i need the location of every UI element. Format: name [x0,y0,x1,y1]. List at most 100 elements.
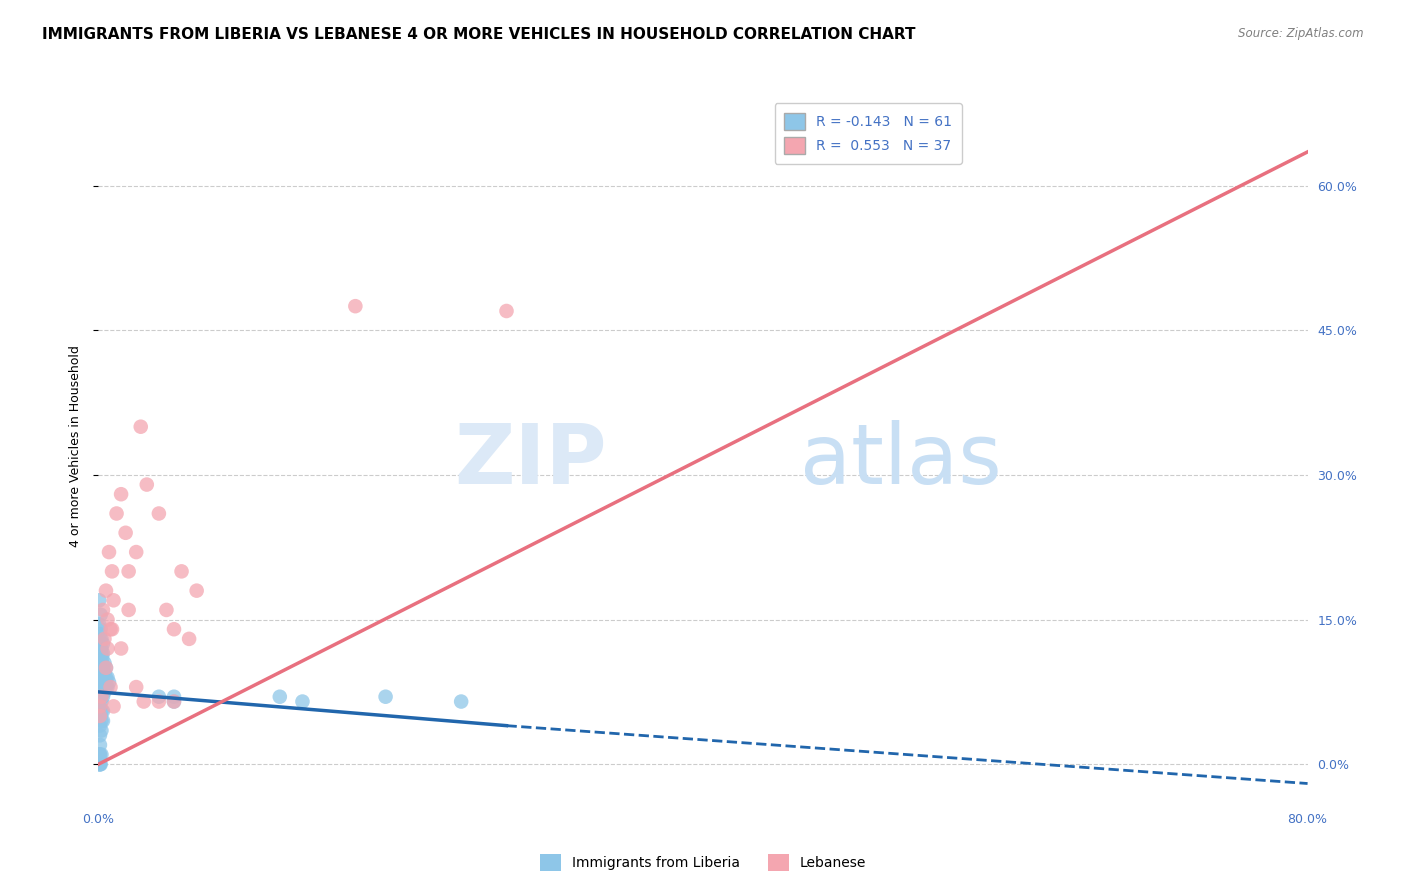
Point [89,757,111,772]
Point [110,487,132,501]
Point [91,670,114,684]
Point [98,545,121,559]
Point [90,757,112,772]
Point [96,680,118,694]
Point [89,728,111,742]
Point [155,603,177,617]
Point [163,622,186,636]
Point [148,694,170,708]
Point [91,704,114,718]
Legend: R = -0.143   N = 61, R =  0.553   N = 37: R = -0.143 N = 61, R = 0.553 N = 37 [775,103,962,163]
Point [96,641,118,656]
Point [163,694,186,708]
Point [90,656,112,670]
Point [148,507,170,521]
Point [89,665,111,680]
Point [89,637,111,651]
Point [101,565,124,579]
Point [344,299,367,313]
Point [110,641,132,656]
Point [170,565,193,579]
Point [89,593,111,607]
Text: IMMIGRANTS FROM LIBERIA VS LEBANESE 4 OR MORE VEHICLES IN HOUSEHOLD CORRELATION : IMMIGRANTS FROM LIBERIA VS LEBANESE 4 OR… [42,27,915,42]
Point [90,694,112,708]
Point [89,747,111,762]
Point [90,747,112,762]
Point [96,670,118,684]
Point [90,607,112,622]
Point [186,583,208,598]
Point [94,680,117,694]
Point [90,665,112,680]
Point [93,632,115,646]
Point [89,747,111,762]
Point [91,680,114,694]
Point [94,661,117,675]
Point [100,680,122,694]
Point [89,757,111,772]
Point [89,719,111,733]
Point [132,694,155,708]
Point [89,752,111,766]
Point [118,603,141,617]
Point [94,670,117,684]
Point [89,690,111,704]
Point [105,507,128,521]
Point [89,656,111,670]
Point [90,641,112,656]
Point [148,690,170,704]
Point [101,622,124,636]
Point [495,304,517,318]
Point [91,714,114,728]
Point [94,661,117,675]
Point [163,694,186,708]
Point [89,738,111,752]
Y-axis label: 4 or more Vehicles in Household: 4 or more Vehicles in Household [69,345,82,547]
Point [125,680,148,694]
Point [450,694,472,708]
Point [114,525,136,540]
Text: Source: ZipAtlas.com: Source: ZipAtlas.com [1239,27,1364,40]
Point [90,646,112,660]
Point [90,714,112,728]
Point [374,690,396,704]
Point [91,661,114,675]
Point [90,723,112,738]
Point [103,699,125,714]
Point [91,651,114,665]
Point [89,699,111,714]
Point [93,656,115,670]
Point [118,565,141,579]
Point [89,757,111,772]
Point [93,675,115,690]
Point [179,632,201,646]
Point [100,622,122,636]
Point [89,752,111,766]
Point [91,637,114,651]
Point [93,685,115,699]
Point [89,709,111,723]
Legend: Immigrants from Liberia, Lebanese: Immigrants from Liberia, Lebanese [534,848,872,876]
Point [90,690,112,704]
Point [291,694,314,708]
Point [89,709,111,723]
Text: atlas: atlas [800,420,1001,500]
Point [89,627,111,641]
Point [89,617,111,632]
Point [91,646,114,660]
Point [93,665,115,680]
Text: ZIP: ZIP [454,420,606,500]
Point [94,583,117,598]
Point [90,704,112,718]
Point [103,593,125,607]
Point [90,675,112,690]
Point [89,747,111,762]
Point [269,690,291,704]
Point [91,603,114,617]
Point [96,613,118,627]
Point [90,622,112,636]
Point [98,675,121,690]
Point [129,419,152,434]
Point [125,545,148,559]
Point [135,477,157,491]
